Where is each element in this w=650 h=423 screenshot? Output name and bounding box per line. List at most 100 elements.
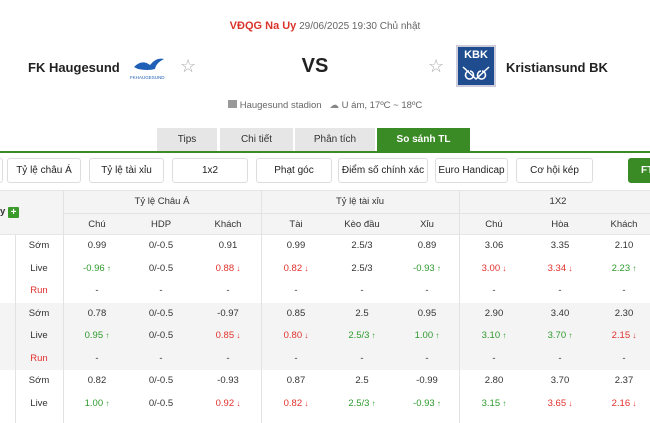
away-team-name[interactable]: Kristiansund BK — [506, 60, 608, 75]
odds-cell[interactable]: 0.91 — [196, 240, 260, 251]
odds-cell[interactable]: 0.82 ↓ — [264, 398, 328, 409]
away-favorite-star-icon[interactable]: ☆ — [428, 56, 445, 76]
odds-cell[interactable]: 2.30 — [592, 308, 650, 319]
odds-cell[interactable]: - — [129, 285, 193, 296]
odds-value: 2.37 — [614, 375, 634, 386]
odds-cell[interactable]: 3.10 ↑ — [462, 330, 526, 341]
filter-over-under[interactable]: Tỷ lệ tài xỉu — [89, 158, 164, 183]
odds-cell[interactable]: - — [528, 285, 592, 296]
odds-cell[interactable]: 1.00 ↑ — [65, 398, 129, 409]
odds-cell[interactable]: - — [462, 285, 526, 296]
filter-euro-handicap[interactable]: Euro Handicap — [435, 158, 508, 183]
odds-cell[interactable]: 0.85 — [264, 308, 328, 319]
filter-1x2[interactable]: 1x2 — [172, 158, 248, 183]
odds-cell[interactable]: 2.5/3 ↑ — [330, 398, 394, 409]
odds-cell[interactable]: 0/-0.5 — [129, 330, 193, 341]
odds-cell[interactable]: -0.97 — [196, 308, 260, 319]
expand-plus-icon[interactable]: + — [8, 207, 19, 218]
odds-cell[interactable]: - — [395, 353, 459, 364]
odds-cell[interactable]: 1.00 ↑ — [395, 330, 459, 341]
odds-cell[interactable]: 0.95 ↑ — [65, 330, 129, 341]
odds-cell[interactable]: 2.10 — [592, 240, 650, 251]
odds-cell[interactable]: -0.93 — [196, 375, 260, 386]
odds-cell[interactable]: - — [129, 353, 193, 364]
odds-cell[interactable]: 3.70 — [528, 375, 592, 386]
odds-cell[interactable]: 0.89 — [395, 240, 459, 251]
odds-cell[interactable]: - — [330, 353, 394, 364]
odds-cell[interactable]: 2.15 ↓ — [592, 330, 650, 341]
table-row: Live 0.95 ↑ 0/-0.5 0.85 ↓ 0.80 ↓ 2.5/3 ↑ 1.00 … — [0, 325, 650, 347]
odds-cell[interactable]: 0.82 ↓ — [264, 263, 328, 274]
odds-cell[interactable]: 0.85 ↓ — [196, 330, 260, 341]
odds-cell[interactable]: 2.5 — [330, 308, 394, 319]
odds-cell[interactable]: 3.06 — [462, 240, 526, 251]
odds-cell[interactable]: - — [264, 353, 328, 364]
odds-cell[interactable]: 0.92 ↓ — [196, 398, 260, 409]
odds-cell[interactable]: 0/-0.5 — [129, 240, 193, 251]
odds-cell[interactable]: 2.37 — [592, 375, 650, 386]
filter-ft[interactable]: FT — [628, 158, 650, 183]
odds-cell[interactable]: - — [196, 353, 260, 364]
arrow-down-icon: ↓ — [302, 331, 309, 340]
odds-cell[interactable]: 0.88 ↓ — [196, 263, 260, 274]
filter-button-partial[interactable] — [0, 158, 3, 183]
odds-cell[interactable]: 0.78 — [65, 308, 129, 319]
arrow-down-icon: ↓ — [630, 398, 637, 408]
odds-cell[interactable]: 3.70 ↑ — [528, 330, 592, 341]
tab-phan-tich[interactable]: Phân tích — [295, 128, 375, 152]
odds-cell[interactable]: 2.5/3 ↑ — [330, 330, 394, 341]
table-row: Live -0.96 ↑ 0/-0.5 0.88 ↓ 0.82 ↓ 2.5/3 -0.93 … — [0, 258, 650, 280]
odds-cell[interactable]: 2.5 — [330, 375, 394, 386]
odds-value: 3.65 — [547, 397, 567, 409]
home-team-name[interactable]: FK Haugesund — [28, 60, 120, 75]
odds-cell[interactable]: - — [264, 285, 328, 296]
filter-double-chance[interactable]: Cơ hội kép — [516, 158, 593, 183]
odds-cell[interactable]: - — [196, 285, 260, 296]
odds-cell[interactable]: 0/-0.5 — [129, 308, 193, 319]
tab-so-sanh-tl[interactable]: So sánh TL — [377, 128, 470, 152]
odds-cell[interactable]: 2.5/3 — [330, 240, 394, 251]
bookmaker-group-bg — [0, 302, 650, 370]
odds-cell[interactable]: - — [330, 285, 394, 296]
odds-cell[interactable]: - — [528, 353, 592, 364]
odds-cell[interactable]: 0.87 — [264, 375, 328, 386]
filter-correct-score[interactable]: Điểm số chính xác — [338, 158, 428, 183]
odds-cell[interactable]: 2.16 ↓ — [592, 398, 650, 409]
tab-chi-tiet[interactable]: Chi tiết — [220, 128, 293, 152]
odds-cell[interactable]: - — [592, 353, 650, 364]
odds-cell[interactable]: 3.65 ↓ — [528, 398, 592, 409]
odds-cell[interactable]: 0/-0.5 — [129, 375, 193, 386]
home-favorite-star-icon[interactable]: ☆ — [180, 56, 197, 76]
odds-cell[interactable]: - — [65, 285, 129, 296]
odds-cell[interactable]: - — [395, 285, 459, 296]
odds-cell[interactable]: - — [592, 285, 650, 296]
odds-cell[interactable]: 3.00 ↓ — [462, 263, 526, 274]
odds-cell[interactable]: 3.40 — [528, 308, 592, 319]
league-name[interactable]: VĐQG Na Uy — [229, 20, 297, 32]
odds-cell[interactable]: -0.99 — [395, 375, 459, 386]
tab-tips[interactable]: Tips — [157, 128, 217, 152]
odds-cell[interactable]: -0.93 ↑ — [395, 398, 459, 409]
odds-cell[interactable]: -0.93 ↑ — [395, 263, 459, 274]
odds-cell[interactable]: 3.34 ↓ — [528, 263, 592, 274]
odds-cell[interactable]: 3.35 — [528, 240, 592, 251]
odds-cell[interactable]: 0/-0.5 — [129, 263, 193, 274]
odds-cell[interactable]: 3.15 ↑ — [462, 398, 526, 409]
filter-asian-handicap[interactable]: Tỷ lệ châu Á — [7, 158, 81, 183]
odds-cell[interactable]: -0.96 ↑ — [65, 263, 129, 274]
odds-value: 0/-0.5 — [148, 375, 174, 386]
odds-cell[interactable]: 0.82 — [65, 375, 129, 386]
odds-cell[interactable]: 0.95 — [395, 308, 459, 319]
odds-cell[interactable]: - — [462, 353, 526, 364]
odds-cell[interactable]: 0.99 — [264, 240, 328, 251]
odds-cell[interactable]: 0.80 ↓ — [264, 330, 328, 341]
odds-cell[interactable]: 0/-0.5 — [129, 398, 193, 409]
odds-cell[interactable]: 2.23 ↑ — [592, 263, 650, 274]
odds-cell[interactable]: 2.90 — [462, 308, 526, 319]
odds-cell[interactable]: 2.80 — [462, 375, 526, 386]
odds-cell[interactable]: 2.5/3 — [330, 263, 394, 274]
odds-cell[interactable]: 0.99 — [65, 240, 129, 251]
odds-cell[interactable]: - — [65, 353, 129, 364]
arrow-down-icon: ↓ — [234, 331, 241, 340]
filter-corners[interactable]: Phạt góc — [256, 158, 332, 183]
